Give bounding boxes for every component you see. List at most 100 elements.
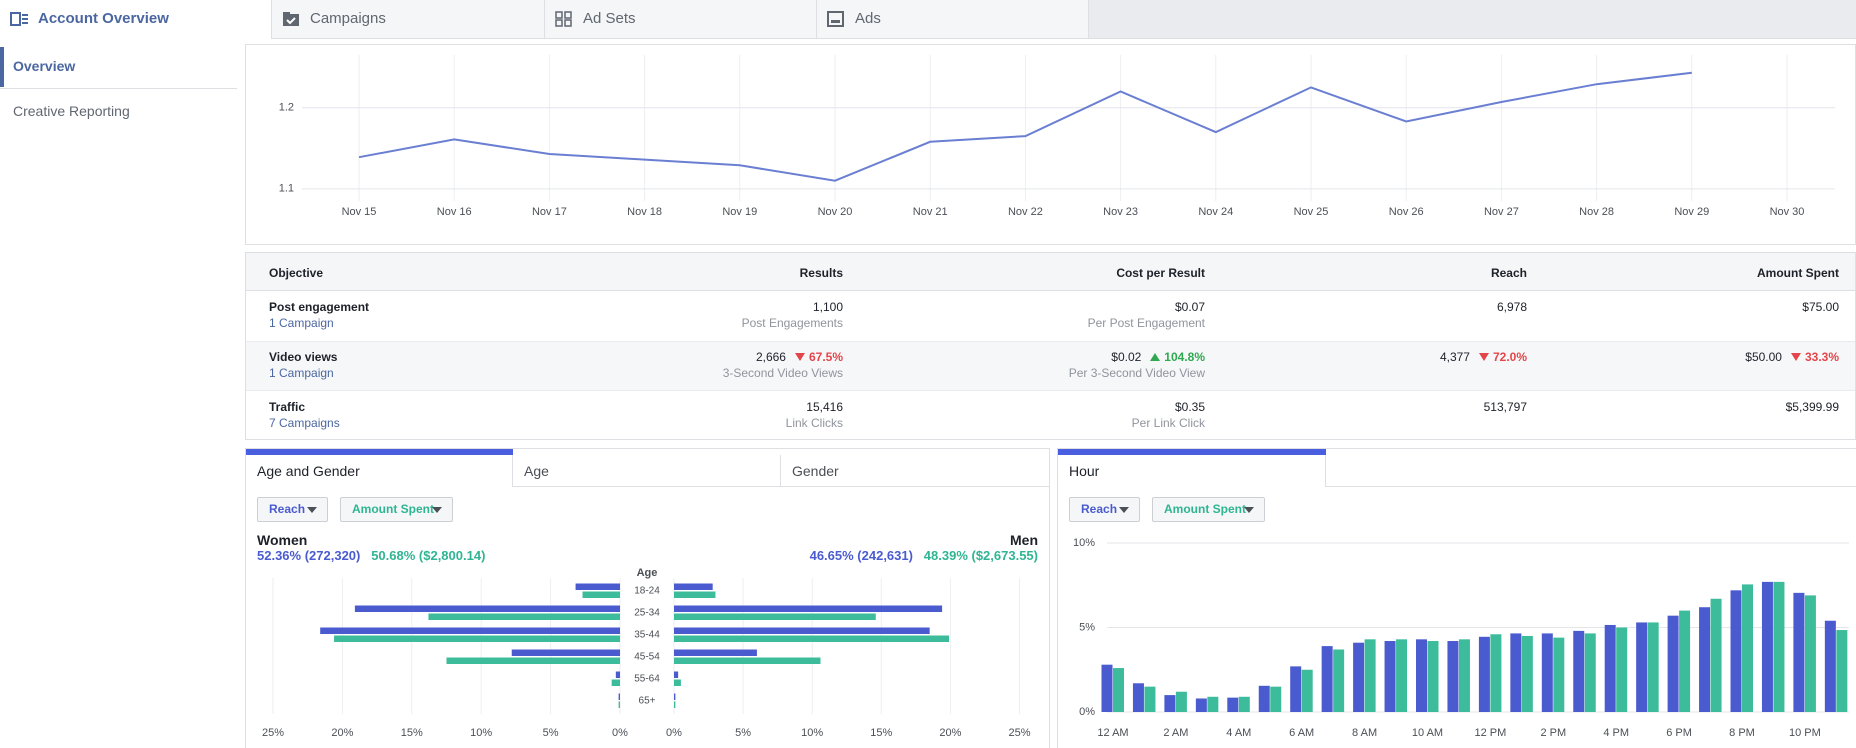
- active-indicator: [0, 47, 4, 87]
- filter-label: Reach: [269, 502, 306, 516]
- tab-label: Ads: [855, 10, 881, 27]
- cell-value: $0.35: [1175, 400, 1205, 414]
- men-label: Men: [1010, 532, 1038, 548]
- arrow-shape: [794, 353, 805, 361]
- objective: Traffic: [269, 400, 306, 414]
- campaign-link[interactable]: 7 Campaigns: [269, 416, 340, 430]
- cell-value: 15,416: [806, 400, 843, 414]
- hour-panel: [1057, 448, 1856, 748]
- value: $0.35: [1174, 400, 1205, 414]
- women-summary: 52.36% (272,320) 50.68% ($2,800.14): [257, 548, 485, 563]
- active-tab-bar: [1058, 449, 1326, 455]
- column-header: Amount Spent: [1757, 266, 1839, 280]
- nav-tab[interactable]: Ad Sets: [545, 0, 817, 39]
- value: 1,100: [812, 300, 843, 314]
- cell-value: 6,978: [1497, 300, 1527, 314]
- panel-tab[interactable]: Gender: [781, 455, 1049, 487]
- women-label: Women: [257, 532, 308, 548]
- cell-sub: Link Clicks: [785, 416, 843, 430]
- filter-label: Reach: [1081, 502, 1118, 516]
- value: $50.00: [1745, 350, 1782, 364]
- women-spent: 50.68% ($2,800.14): [371, 548, 486, 563]
- nav-tab[interactable]: Account Overview: [0, 0, 272, 39]
- men-summary: 46.65% (242,631) 48.39% ($2,673.55): [810, 548, 1038, 563]
- column-header: Results: [799, 266, 843, 280]
- cell-value: 1,100: [813, 300, 843, 314]
- filter-button[interactable]: Reach: [257, 497, 328, 522]
- filter-label: Amount Spent: [352, 502, 434, 516]
- tab-icon: [555, 11, 572, 27]
- column-header: Objective: [269, 266, 324, 280]
- caret: [307, 507, 317, 513]
- column-header: Reach: [1490, 266, 1527, 280]
- change: 104.8%: [1164, 350, 1205, 364]
- sidebar-item[interactable]: Creative Reporting: [13, 103, 130, 119]
- filter-label: Amount Spent: [1164, 502, 1246, 516]
- value: 513,797: [1483, 400, 1527, 414]
- cell-value: 2,666 67.5%: [756, 350, 843, 364]
- value: $75.00: [1802, 300, 1839, 314]
- divider: [0, 88, 237, 89]
- value: 2,666: [755, 350, 786, 364]
- objective: Post engagement: [269, 300, 370, 314]
- change: 67.5%: [808, 350, 843, 364]
- table-header-bg: [246, 253, 1855, 291]
- value: $0.02: [1111, 350, 1142, 364]
- active-tab-bar: [246, 449, 513, 455]
- tab-label: Account Overview: [38, 10, 169, 27]
- arrow-up: [1150, 353, 1161, 361]
- trend-panel: [245, 44, 1856, 245]
- change: 72.0%: [1492, 350, 1527, 364]
- tab-filler: [1326, 455, 1856, 487]
- campaign-link[interactable]: 1 Campaign: [269, 366, 334, 380]
- women-reach: 52.36% (272,320): [257, 548, 361, 563]
- arrow-shape: [1790, 353, 1801, 361]
- cell-value: $5,399.99: [1786, 400, 1839, 414]
- value: 15,416: [806, 400, 843, 414]
- arrow-down: [1478, 353, 1489, 361]
- value: 4,377: [1439, 350, 1470, 364]
- arrow-shape: [1478, 353, 1489, 361]
- column-header: Cost per Result: [1116, 266, 1205, 280]
- caret: [1119, 507, 1129, 513]
- cell-value: $0.07: [1175, 300, 1205, 314]
- cell-sub: Per 3-Second Video View: [1068, 366, 1205, 380]
- panel-tab[interactable]: Hour: [1058, 455, 1326, 487]
- cell-value: $0.02 104.8%: [1111, 350, 1205, 364]
- filter-button[interactable]: Amount Spent: [340, 497, 453, 522]
- filter-button[interactable]: Reach: [1069, 497, 1140, 522]
- cell-sub: Per Link Click: [1131, 416, 1205, 430]
- tab-label: Campaigns: [310, 10, 386, 27]
- arrow-down: [1790, 353, 1801, 361]
- nav-tab[interactable]: Campaigns: [272, 0, 545, 39]
- cell-sub: 3-Second Video Views: [722, 366, 843, 380]
- tab-label: Ad Sets: [583, 10, 636, 27]
- change: 33.3%: [1804, 350, 1839, 364]
- arrow-down: [794, 353, 805, 361]
- men-spent: 48.39% ($2,673.55): [923, 548, 1038, 563]
- panel-tab[interactable]: Age: [513, 455, 781, 487]
- tab-icon: [10, 12, 28, 26]
- table-panel: Objective Results Cost per Result Reach Amou…: [245, 252, 1856, 440]
- filter-button[interactable]: Amount Spent: [1152, 497, 1265, 522]
- objective: Video views: [269, 350, 338, 364]
- cell-value: $75.00: [1802, 300, 1839, 314]
- cell-sub: Per Post Engagement: [1087, 316, 1205, 330]
- cell-value: $50.00 33.3%: [1745, 350, 1839, 364]
- value: 6,978: [1496, 300, 1527, 314]
- arrow-shape: [1150, 353, 1161, 361]
- tab-icon: [827, 11, 844, 27]
- cell-value: 4,377 72.0%: [1440, 350, 1527, 364]
- tab-icon: [283, 12, 299, 26]
- cell-sub: Post Engagements: [741, 316, 843, 330]
- panel-tab[interactable]: Age and Gender: [246, 455, 513, 487]
- nav-tab[interactable]: Ads: [817, 0, 1089, 39]
- men-reach: 46.65% (242,631): [809, 548, 913, 563]
- campaign-link[interactable]: 1 Campaign: [269, 316, 334, 330]
- sidebar-item[interactable]: Overview: [13, 58, 76, 74]
- value: $0.07: [1174, 300, 1205, 314]
- caret: [1244, 507, 1254, 513]
- cell-value: 513,797: [1484, 400, 1527, 414]
- age-gender-panel: [245, 448, 1050, 748]
